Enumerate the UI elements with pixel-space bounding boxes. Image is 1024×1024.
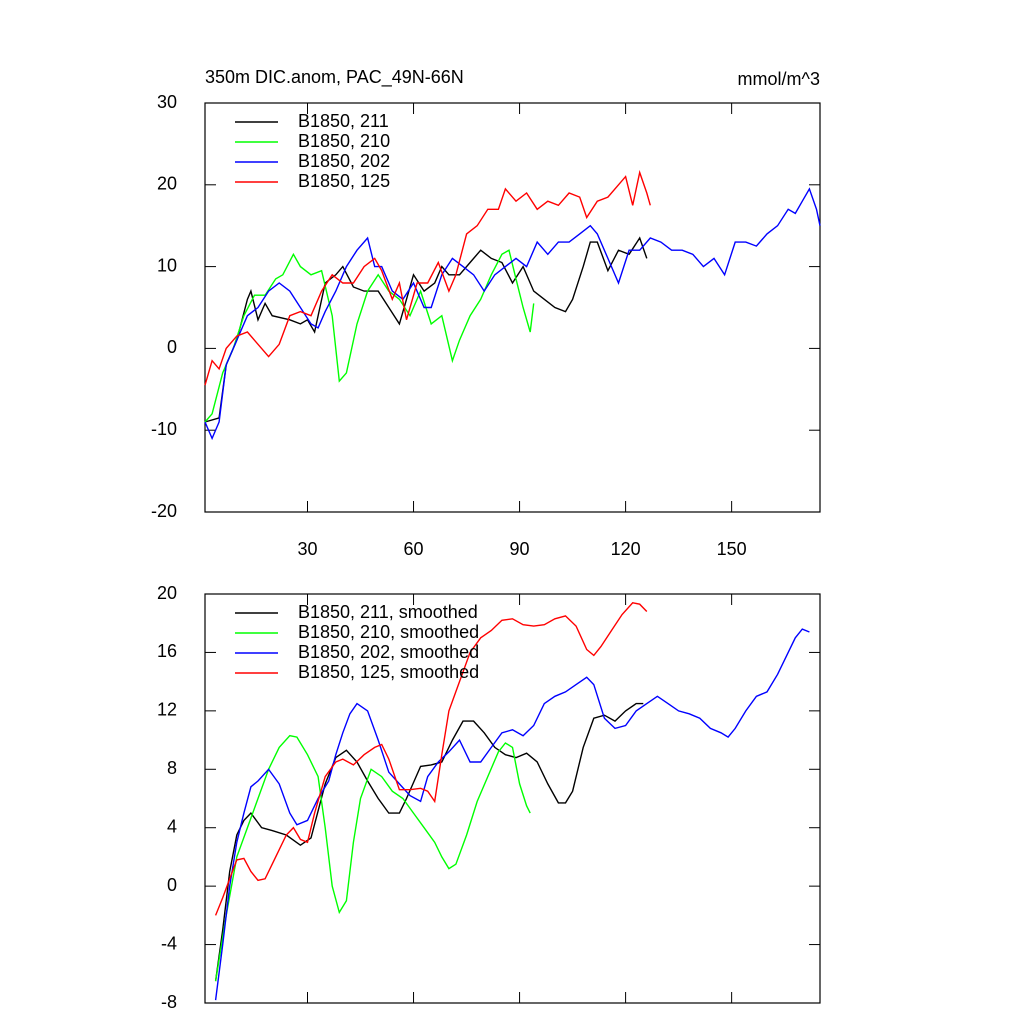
data-line	[214, 702, 644, 982]
y-tick-label: 12	[157, 700, 177, 720]
data-line	[204, 169, 651, 386]
units-label: mmol/m^3	[738, 69, 820, 89]
y-tick-label: -20	[151, 501, 177, 521]
plot-frame	[204, 102, 821, 513]
data-line	[204, 236, 648, 423]
y-tick-label: 0	[167, 337, 177, 357]
data-line	[214, 628, 810, 1001]
y-tick-label: -10	[151, 419, 177, 439]
data-line	[214, 602, 648, 916]
y-tick-label: 16	[157, 641, 177, 661]
x-tick-label: 150	[717, 539, 747, 559]
y-tick-label: 8	[167, 758, 177, 778]
x-tick-label: 120	[611, 539, 641, 559]
x-tick-label: 60	[404, 539, 424, 559]
x-tick-label: 90	[510, 539, 530, 559]
chart-title: 350m DIC.anom, PAC_49N-66N	[205, 67, 464, 88]
y-tick-label: -4	[161, 933, 177, 953]
y-tick-label: -8	[161, 992, 177, 1012]
y-tick-label: 30	[157, 92, 177, 112]
legend-label: B1850, 211, smoothed	[298, 602, 478, 622]
legend-label: B1850, 125, smoothed	[298, 662, 479, 682]
data-line	[204, 249, 535, 423]
legend-label: B1850, 202, smoothed	[298, 642, 479, 662]
y-tick-label: 20	[157, 174, 177, 194]
y-tick-label: 0	[167, 875, 177, 895]
y-tick-label: 10	[157, 255, 177, 275]
data-line	[214, 734, 531, 982]
legend-label: B1850, 202	[298, 151, 390, 171]
legend-label: B1850, 125	[298, 171, 390, 191]
legend-label: B1850, 210, smoothed	[298, 622, 479, 642]
legend-label: B1850, 210	[298, 131, 390, 151]
y-tick-label: 20	[157, 583, 177, 603]
legend-label: B1850, 211	[298, 111, 389, 131]
y-tick-label: 4	[167, 816, 177, 836]
plot-frame	[204, 593, 821, 1004]
x-tick-label: 30	[297, 539, 317, 559]
data-line	[204, 187, 821, 441]
